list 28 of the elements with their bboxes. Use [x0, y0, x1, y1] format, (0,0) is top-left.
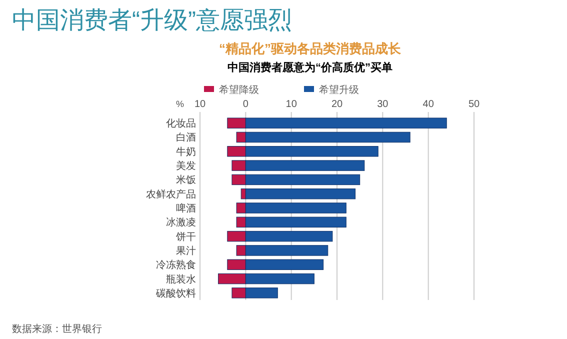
x-tick-label: 50	[468, 99, 480, 110]
y-tick-label: 冰激凌	[166, 216, 196, 229]
text: 中国消费者愿意为“价高质优”买单	[228, 61, 392, 74]
bar	[245, 188, 356, 200]
y-tick-label: 农鲜农产品	[146, 188, 196, 200]
x-tick-label: 10	[286, 99, 298, 110]
y-tick-label: 碳酸饮料	[155, 287, 196, 300]
chart-title: 中国消费者“升级”意愿强烈	[12, 7, 292, 34]
y-tick-label: 美发	[176, 160, 196, 172]
y-tick-label: 果汁	[176, 244, 196, 257]
y-tick-label: 化妆品	[166, 118, 196, 130]
chart-subtitle: “精品化”驱动各品类消费品成长	[219, 41, 402, 56]
y-tick-label: 啤酒	[176, 202, 196, 214]
y-tick-label: 瓶装水	[166, 273, 196, 286]
y-tick-label: 牛奶	[176, 146, 196, 158]
source-note: 数据来源：世界银行	[12, 323, 102, 335]
legend-label: 希望降级	[219, 84, 259, 96]
x-axis-title: %	[176, 99, 184, 109]
x-tick-label: 0	[242, 99, 249, 110]
y-tick-label: 米饭	[176, 174, 196, 186]
x-tick-label: 10	[194, 99, 206, 110]
x-tick-label: 40	[422, 99, 434, 110]
y-tick-label: 白酒	[176, 132, 196, 144]
legend-label: 希望升级	[319, 84, 359, 96]
x-tick-label: 20	[331, 99, 343, 110]
y-tick-label: 冷冻熟食	[156, 259, 196, 272]
x-tick-label: 30	[377, 99, 389, 110]
y-tick-label: 饼干	[175, 230, 196, 243]
